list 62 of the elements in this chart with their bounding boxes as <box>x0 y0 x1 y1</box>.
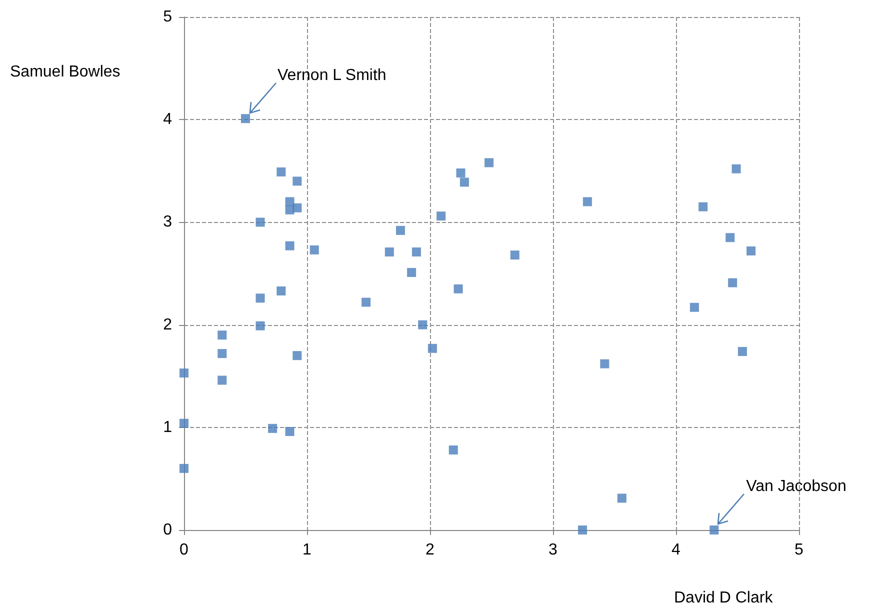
y-tick-label: 1 <box>163 418 172 436</box>
point <box>510 250 520 260</box>
point <box>600 359 610 368</box>
y-tick-label: 5 <box>163 8 172 26</box>
point <box>310 245 319 254</box>
point <box>362 298 371 307</box>
point <box>448 445 458 454</box>
point <box>292 176 302 186</box>
point <box>428 344 437 353</box>
point <box>268 424 278 433</box>
y-tick-label: 2 <box>163 316 172 334</box>
point <box>256 321 265 330</box>
point <box>460 178 469 187</box>
point <box>396 226 405 235</box>
point <box>738 346 747 356</box>
point <box>436 212 446 221</box>
y-tick-label: 3 <box>163 214 172 231</box>
point <box>746 246 756 256</box>
point <box>276 167 286 176</box>
x-tick-label: 3 <box>548 542 558 558</box>
point <box>218 349 227 358</box>
point <box>407 268 416 277</box>
point <box>256 218 265 227</box>
point <box>412 247 421 256</box>
point <box>285 241 294 250</box>
x-tick-label: 2 <box>426 542 435 558</box>
point <box>180 464 188 473</box>
point <box>732 164 741 174</box>
point <box>241 114 250 124</box>
point <box>256 294 265 303</box>
point <box>582 197 592 206</box>
point <box>690 302 699 312</box>
x-tick-label: 4 <box>672 542 681 558</box>
point <box>578 526 588 534</box>
point <box>454 284 463 294</box>
point <box>456 168 466 178</box>
y-tick-label: 0 <box>163 522 172 538</box>
x-tick-label: 5 <box>794 542 804 558</box>
x-tick-label: 0 <box>180 542 189 558</box>
x-axis-title: David D Clark <box>674 590 774 606</box>
annotation: Vernon L Smith <box>278 66 386 85</box>
point <box>180 368 188 378</box>
point <box>292 203 302 212</box>
point <box>384 247 394 256</box>
point <box>728 278 738 288</box>
point <box>726 233 735 242</box>
point <box>484 158 494 168</box>
point <box>218 330 227 340</box>
y-tick-label: 4 <box>163 111 172 128</box>
point <box>180 418 188 428</box>
point <box>698 202 708 212</box>
point <box>285 197 294 206</box>
point <box>710 526 719 534</box>
point <box>218 376 227 385</box>
annotation: Van Jacobson <box>746 478 846 496</box>
y-axis-title: Samuel Bowles <box>10 64 120 80</box>
point <box>292 351 302 360</box>
x-tick-label: 1 <box>302 542 312 558</box>
point <box>285 427 294 436</box>
point <box>276 286 286 296</box>
point <box>617 494 626 503</box>
point <box>418 320 428 330</box>
